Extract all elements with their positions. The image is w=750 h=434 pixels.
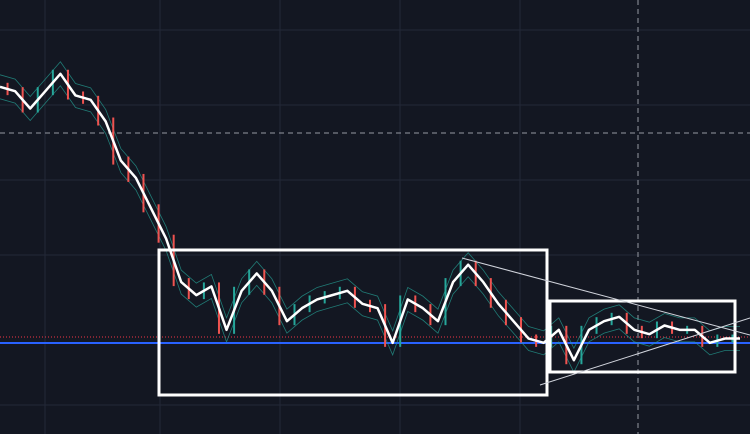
trend-line (461, 257, 750, 336)
band (0, 85, 740, 374)
band (0, 61, 740, 350)
price-line (0, 72, 740, 362)
range-box (548, 299, 737, 374)
range-box (157, 248, 549, 397)
plot (0, 61, 740, 374)
trend-line (539, 317, 750, 386)
